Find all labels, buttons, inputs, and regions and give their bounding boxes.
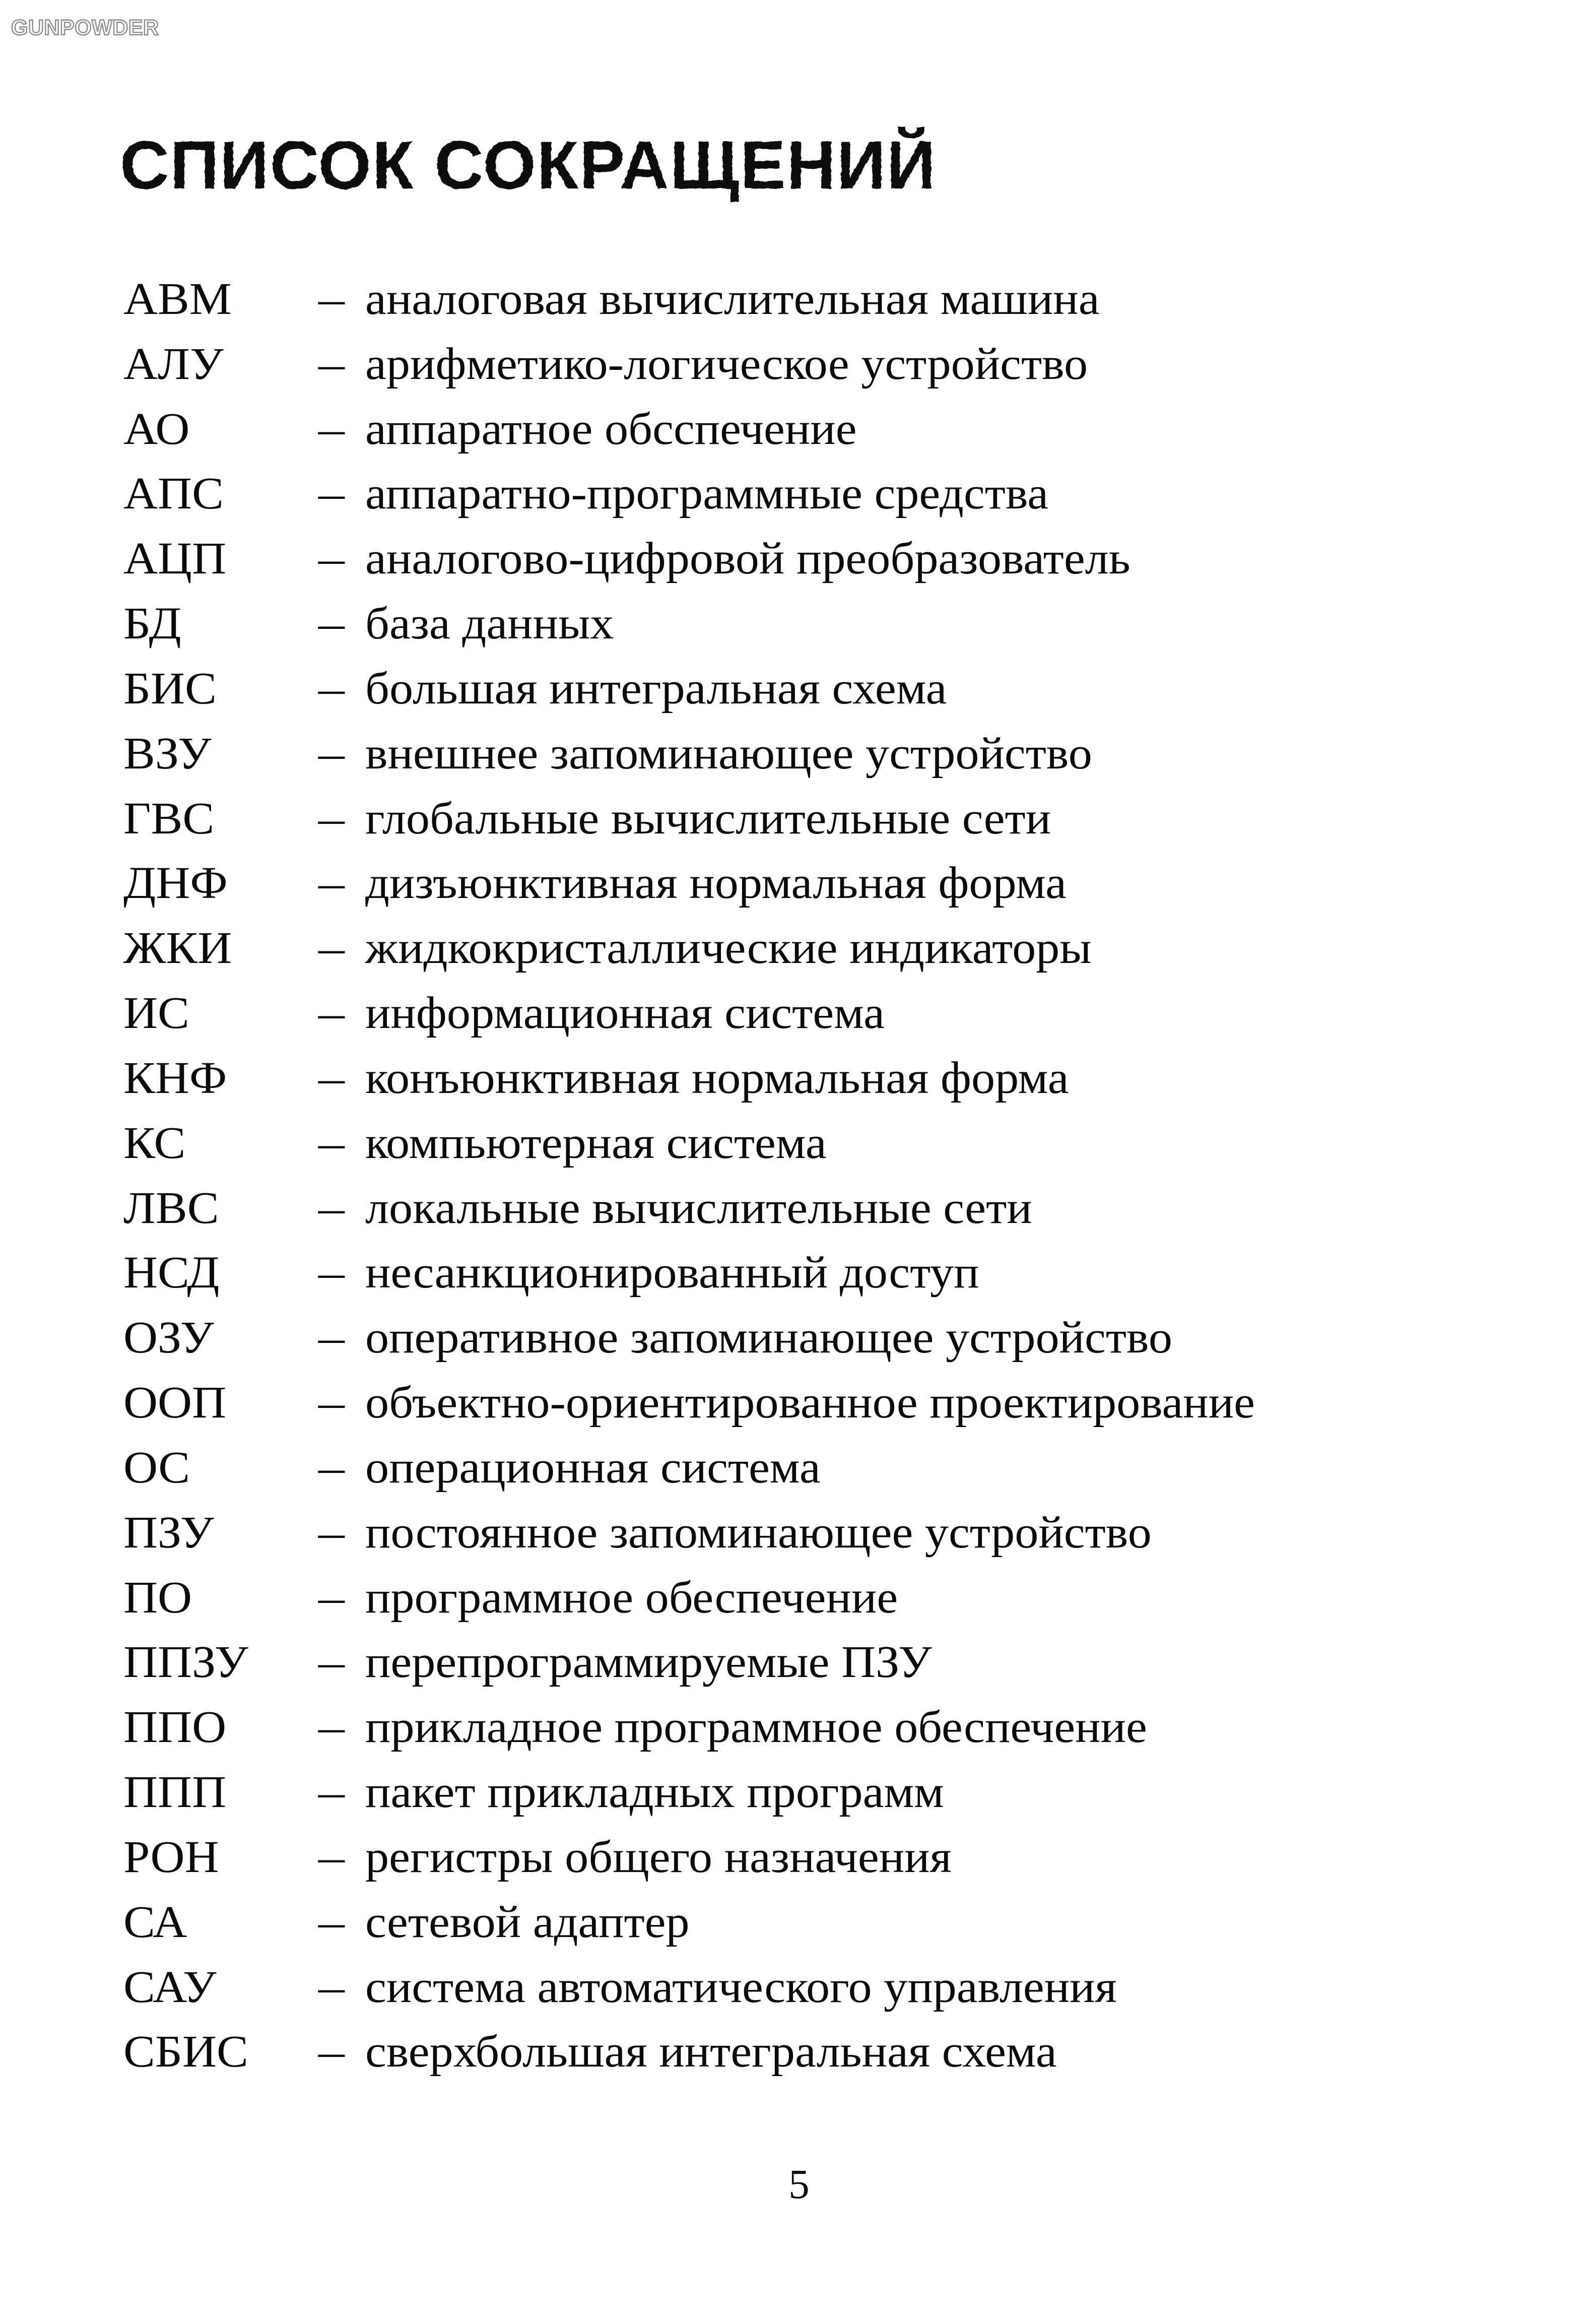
svg-text:GUNPOWDER: GUNPOWDER — [11, 16, 159, 40]
